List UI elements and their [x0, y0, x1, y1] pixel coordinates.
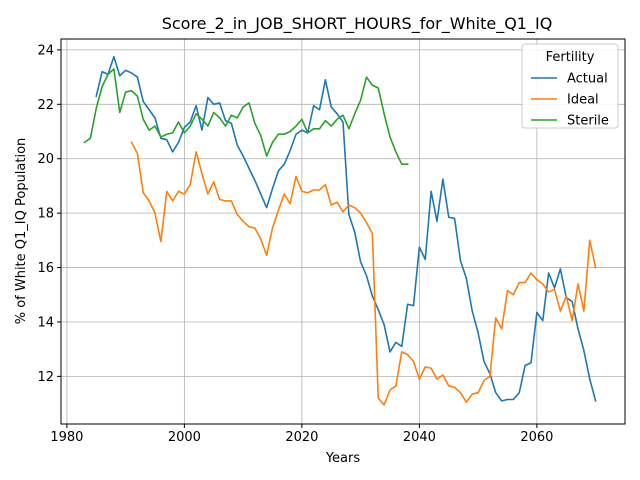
- x-tick-label: 2040: [403, 430, 436, 445]
- y-tick-label: 22: [37, 98, 54, 113]
- y-tick-label: 24: [37, 43, 54, 58]
- x-tick-label: 2020: [285, 430, 318, 445]
- legend: Fertility Actual Ideal Sterile: [521, 43, 619, 129]
- x-axis-label: Years: [325, 451, 361, 466]
- y-tick-label: 20: [37, 152, 54, 167]
- y-tick-label: 18: [37, 207, 54, 222]
- y-tick-label: 14: [37, 315, 54, 330]
- chart-title: Score_2_in_JOB_SHORT_HOURS_for_White_Q1_…: [162, 14, 553, 34]
- y-axis-label: % of White Q1_IQ Population: [14, 138, 29, 325]
- legend-title: Fertility: [546, 50, 595, 65]
- x-tick-label: 2000: [168, 430, 201, 445]
- legend-items: Actual Ideal Sterile: [531, 72, 609, 129]
- legend-label-actual: Actual: [567, 72, 608, 87]
- series-layer: [83, 55, 597, 406]
- series-line-actual: [95, 55, 597, 402]
- x-tick-label: 1980: [50, 430, 83, 445]
- x-tick-label: 2060: [520, 430, 553, 445]
- y-tick-label: 16: [37, 261, 54, 276]
- legend-label-ideal: Ideal: [567, 93, 599, 108]
- legend-box: [521, 43, 619, 129]
- y-tick-label: 12: [37, 370, 54, 385]
- legend-label-sterile: Sterile: [567, 114, 609, 129]
- plot-frame: [60, 38, 626, 425]
- series-line-sterile: [83, 68, 409, 165]
- ticks: 1980 2000 2020 2040 2060 12 14 16 18 20 22 24: [37, 43, 553, 445]
- series-line-ideal: [130, 141, 597, 406]
